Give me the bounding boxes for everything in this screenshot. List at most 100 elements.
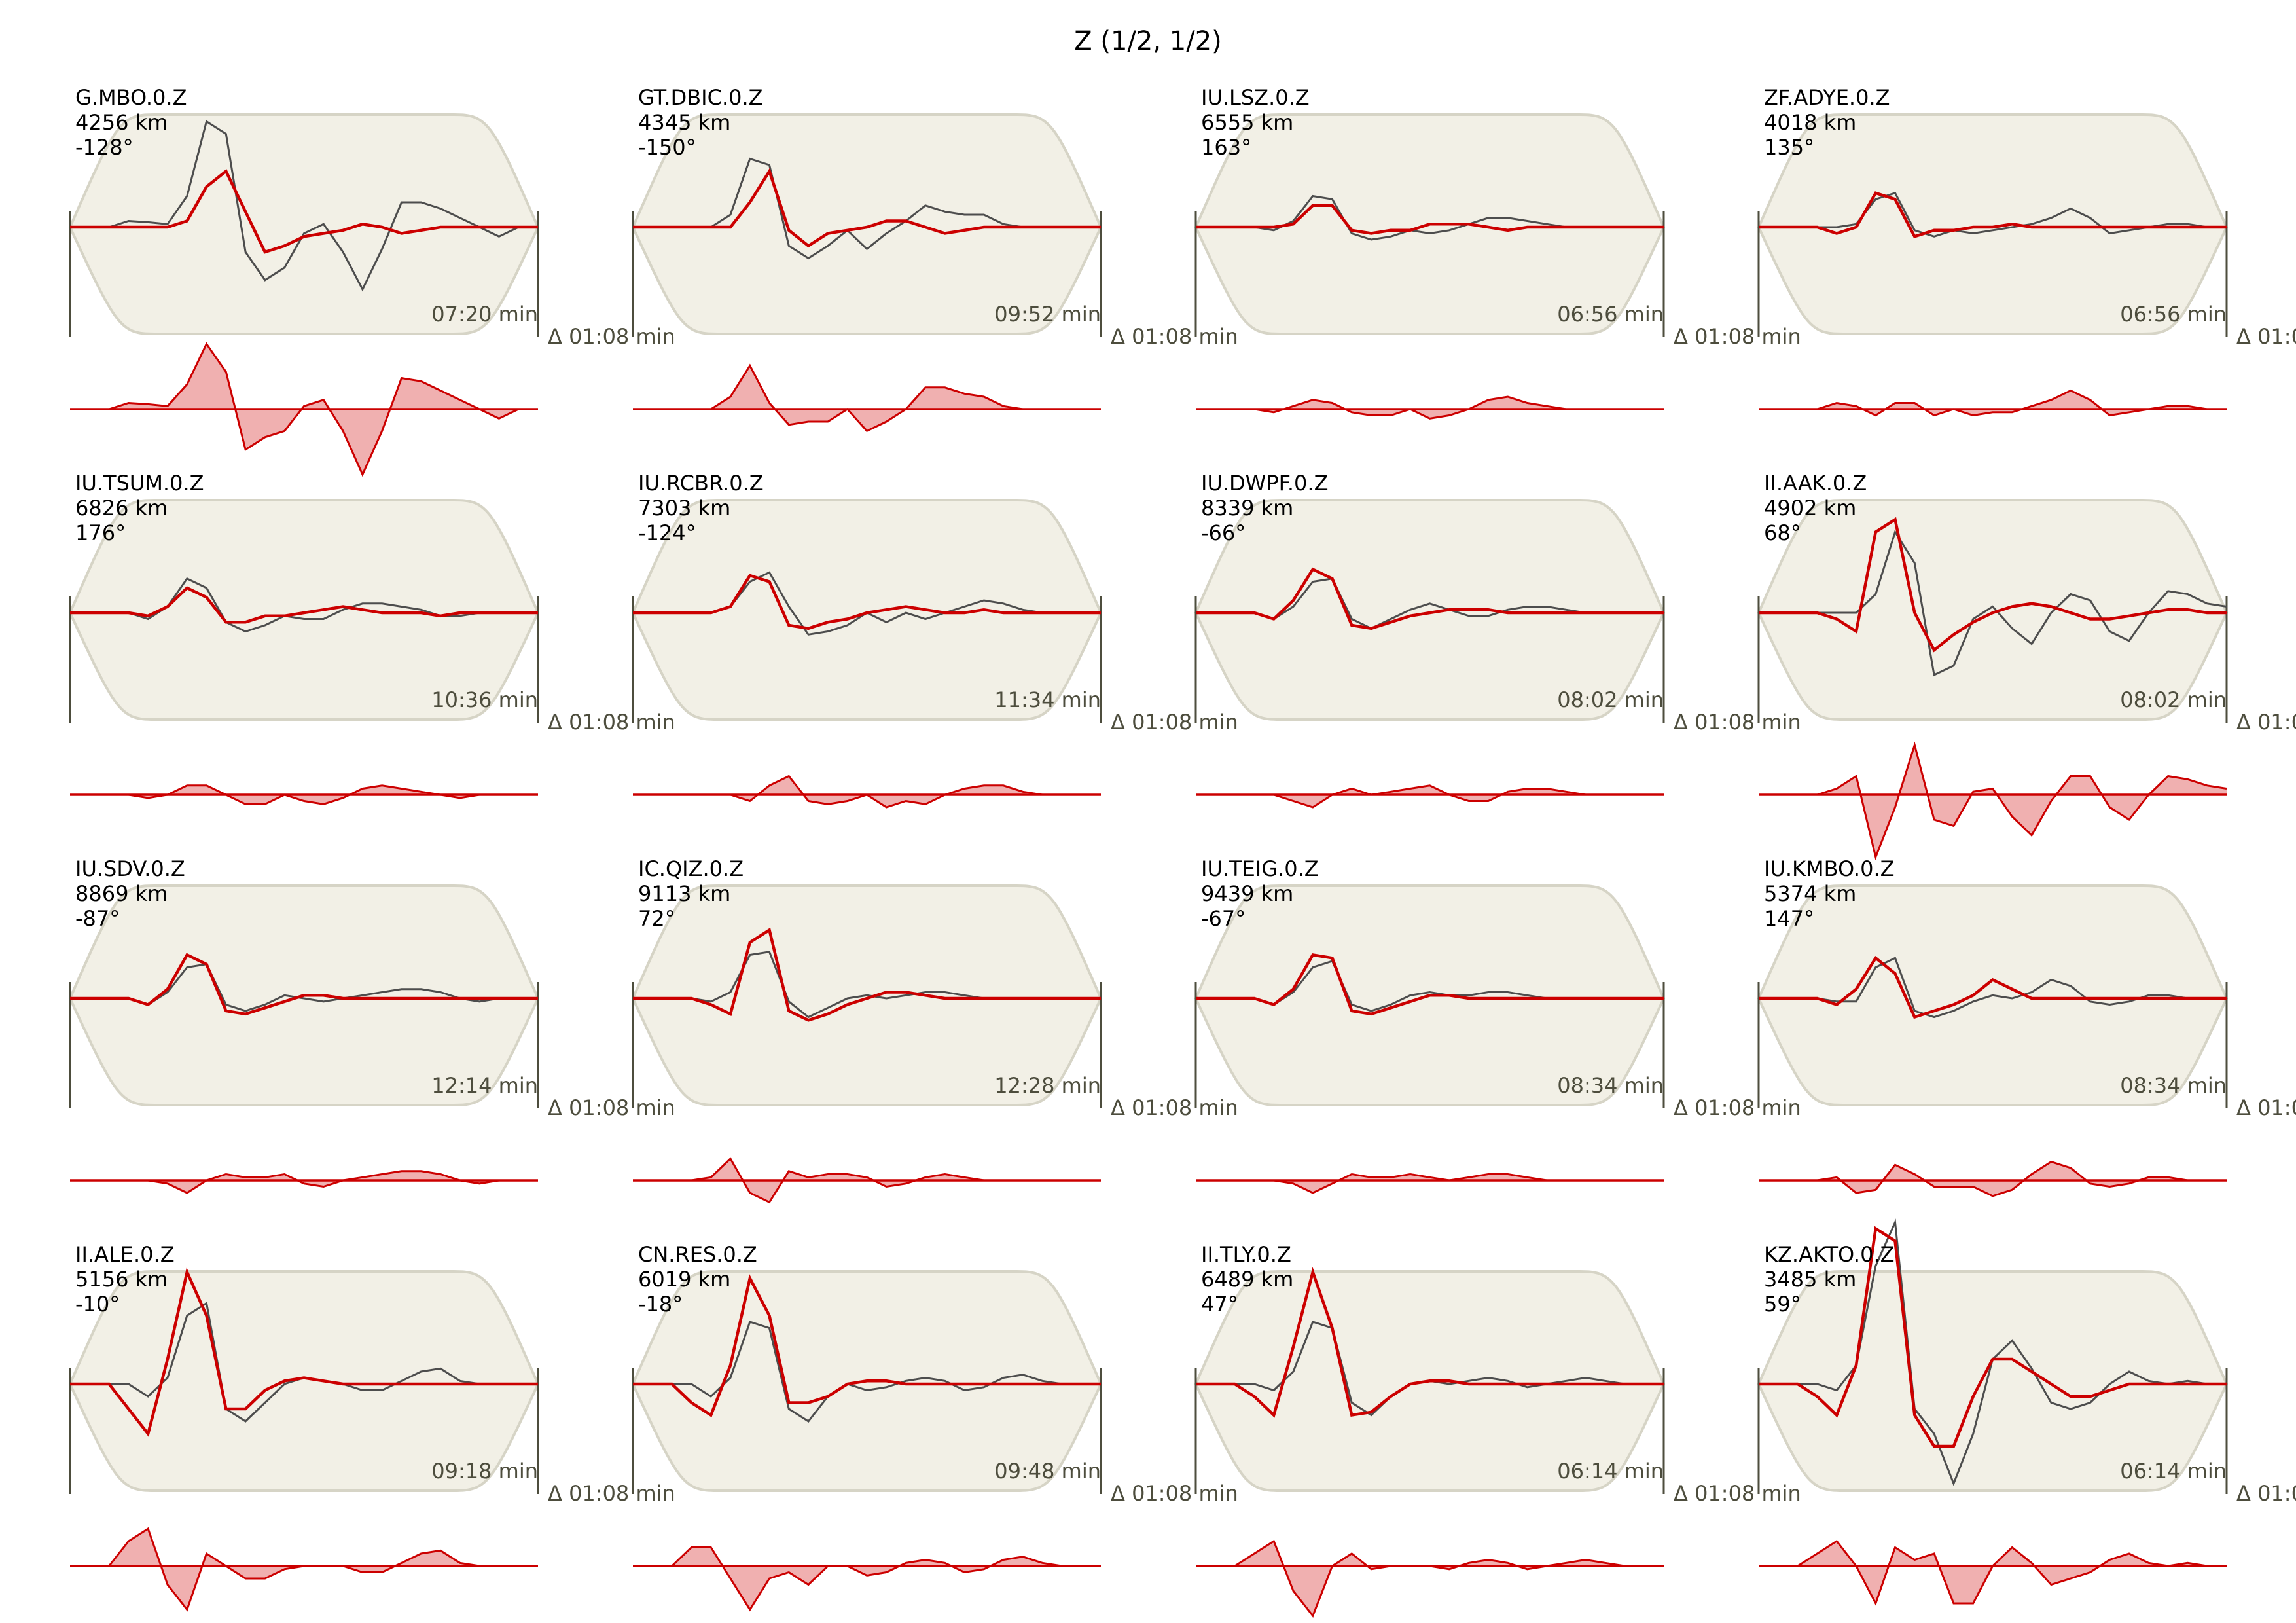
end-time-label: 08:02 min (1557, 687, 1664, 712)
trace-plot (68, 884, 540, 1194)
taper-envelope (1757, 499, 2229, 721)
distance-label: 6019 km (638, 1267, 731, 1292)
duration-label: Δ 01:08 min (548, 1095, 675, 1120)
end-time-label: 06:56 min (2120, 302, 2227, 327)
duration-label: Δ 01:08 min (548, 324, 675, 349)
residual-trace (1196, 1173, 1664, 1194)
synthetic-trace (633, 927, 1101, 1022)
end-time-label: 09:52 min (994, 302, 1101, 327)
station-label: IU.KMBO.0.Z (1764, 856, 1895, 881)
duration-label: Δ 01:08 min (1111, 1481, 1238, 1506)
synthetic-trace (1196, 1267, 1664, 1418)
duration-label: Δ 01:08 min (548, 1481, 675, 1506)
station-label: CN.RES.0.Z (638, 1242, 757, 1267)
residual-fill (1759, 1541, 2227, 1603)
station-label: GT.DBIC.0.Z (638, 85, 763, 110)
trace-plot (631, 884, 1103, 1204)
observed-trace (70, 577, 538, 633)
duration-label: Δ 01:08 min (1674, 324, 1801, 349)
taper-envelope (631, 113, 1103, 335)
synthetic-trace (1196, 204, 1664, 235)
trace-panel: IU.TEIG.0.Z 9439 km -67° 08:34 min Δ 01:08 m… (1189, 856, 1801, 1230)
trace-panel: IU.SDV.0.Z 8869 km -87° 12:14 min Δ 01:08 mi… (63, 856, 675, 1230)
distance-label: 7303 km (638, 496, 731, 520)
azimuth-label: -18° (638, 1292, 683, 1317)
station-label: IU.DWPF.0.Z (1201, 471, 1329, 496)
taper-envelope (68, 499, 540, 721)
distance-label: 8869 km (75, 881, 168, 906)
trace-panel: IU.LSZ.0.Z 6555 km 163° 06:56 min Δ 01:08 mi… (1189, 85, 1801, 458)
duration-label: Δ 01:08 min (1111, 324, 1238, 349)
end-time-label: 08:02 min (2120, 687, 2227, 712)
residual-fill (70, 1171, 538, 1193)
synthetic-trace (1759, 517, 2227, 653)
azimuth-label: -10° (75, 1292, 120, 1317)
duration-label: Δ 01:08 min (1674, 1481, 1801, 1506)
synthetic-trace (70, 168, 538, 254)
azimuth-label: 147° (1764, 906, 1815, 931)
duration-label: Δ 01:08 min (1111, 710, 1238, 735)
trace-plot (1194, 1267, 1666, 1618)
trace-panel: CN.RES.0.Z 6019 km -18° 09:48 min Δ 01:08 mi… (626, 1242, 1238, 1615)
end-time-label: 12:14 min (431, 1073, 538, 1098)
taper-envelope (68, 113, 540, 335)
distance-label: 4345 km (638, 110, 731, 135)
trace-panel: G.MBO.0.Z 4256 km -128° 07:20 min Δ 01:08 mi… (63, 85, 675, 477)
distance-label: 4256 km (75, 110, 168, 135)
synthetic-trace (70, 953, 538, 1016)
taper-envelope (68, 1270, 540, 1492)
observed-trace (1759, 957, 2227, 1019)
end-time-label: 08:34 min (2120, 1073, 2227, 1098)
trace-plot (1194, 113, 1666, 420)
azimuth-label: -66° (1201, 520, 1246, 545)
residual-trace (70, 342, 538, 477)
trace-panel: IC.QIZ.0.Z 9113 km 72° 12:28 min Δ 01:08 min (626, 856, 1238, 1230)
station-label: II.AAK.0.Z (1764, 471, 1867, 496)
azimuth-label: 163° (1201, 135, 1252, 160)
distance-label: 4018 km (1764, 110, 1857, 135)
distance-label: 5156 km (75, 1267, 168, 1292)
residual-fill (1196, 397, 1664, 419)
station-label: IU.TEIG.0.Z (1201, 856, 1319, 881)
taper-envelope (631, 499, 1103, 721)
trace-panel: GT.DBIC.0.Z 4345 km -150° 09:52 min Δ 01:08 … (626, 85, 1238, 458)
azimuth-label: 135° (1764, 135, 1815, 160)
azimuth-label: 47° (1201, 1292, 1238, 1317)
synthetic-trace (70, 1267, 538, 1437)
trace-plot (1194, 499, 1666, 809)
residual-fill (1759, 1161, 2227, 1196)
station-label: II.TLY.0.Z (1201, 1242, 1291, 1267)
synthetic-trace (633, 168, 1101, 248)
azimuth-label: -150° (638, 135, 696, 160)
duration-label: Δ 01:08 min (1111, 1095, 1238, 1120)
distance-label: 8339 km (1201, 496, 1294, 520)
distance-label: 3485 km (1764, 1267, 1857, 1292)
residual-trace (633, 775, 1101, 809)
residual-trace (70, 784, 538, 805)
end-time-label: 11:34 min (994, 687, 1101, 712)
end-time-label: 06:14 min (2120, 1459, 2227, 1484)
residual-fill (633, 1547, 1101, 1610)
azimuth-label: 59° (1764, 1292, 1801, 1317)
trace-plot (68, 113, 540, 477)
trace-plot (1757, 113, 2229, 417)
trace-plot (68, 1267, 540, 1612)
trace-plot (1757, 884, 2229, 1197)
trace-plot (1194, 884, 1666, 1194)
residual-trace (1759, 1160, 2227, 1197)
trace-panel: IU.TSUM.0.Z 6826 km 176° 10:36 min Δ 01:08 m… (63, 471, 675, 844)
residual-trace (1759, 741, 2227, 860)
observed-trace (70, 120, 538, 292)
distance-label: 9113 km (638, 881, 731, 906)
distance-label: 6555 km (1201, 110, 1294, 135)
end-time-label: 06:56 min (1557, 302, 1664, 327)
synthetic-trace (1759, 955, 2227, 1019)
observed-trace (633, 1321, 1101, 1423)
station-label: ZF.ADYE.0.Z (1764, 85, 1890, 110)
station-label: IU.TSUM.0.Z (75, 471, 204, 496)
end-time-label: 09:48 min (994, 1459, 1101, 1484)
